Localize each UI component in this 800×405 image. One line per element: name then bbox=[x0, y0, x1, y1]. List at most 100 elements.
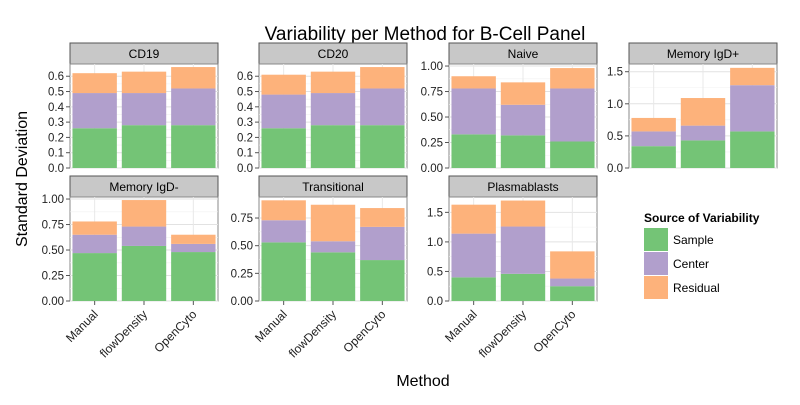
strip-label-memory-igd: Memory IgD+ bbox=[667, 47, 739, 61]
bar-memory-igd-flowdensity-center bbox=[121, 226, 167, 246]
x-tick-label: flowDensity bbox=[286, 307, 339, 360]
strip-label-memory-igd: Memory IgD- bbox=[109, 180, 178, 194]
bar-memory-igd-manual-center bbox=[631, 131, 676, 147]
panel-memory-igd: Memory IgD- 0.00 0.25 0.50 0.75 1.00 Manualflo… bbox=[42, 175, 219, 361]
bar-memory-igd-opencyto-sample bbox=[171, 252, 216, 301]
y-tick-label: 1.0 bbox=[427, 237, 443, 249]
panels-layer: CD19 0.0 0.1 0.2 0.3 0.4 0.5 0.6 CD20 0.0 0.1 0.2 0.… bbox=[42, 42, 778, 361]
bar-memory-igd-opencyto-center bbox=[730, 85, 775, 132]
panel-naive: Naive 0.00 0.25 0.50 0.75 1.00 bbox=[421, 42, 598, 175]
panel-cd20: CD20 0.0 0.1 0.2 0.3 0.4 0.5 0.6 bbox=[237, 42, 408, 175]
y-tick-label: 0.50 bbox=[42, 245, 64, 257]
x-tick-label: Manual bbox=[63, 307, 101, 345]
y-tick-label: 0.75 bbox=[421, 87, 443, 99]
bar-naive-opencyto-center bbox=[550, 88, 595, 142]
y-tick-label: 0.6 bbox=[237, 71, 253, 83]
bar-cd20-manual-center bbox=[261, 94, 306, 129]
y-tick-label: 0.00 bbox=[231, 296, 253, 308]
bar-cd19-flowdensity-sample bbox=[121, 125, 167, 168]
bar-cd19-manual-center bbox=[72, 93, 117, 129]
y-tick-label: 0.5 bbox=[48, 87, 64, 99]
bar-transitional-manual-sample bbox=[261, 242, 306, 301]
bar-cd19-opencyto-residual bbox=[171, 67, 216, 89]
bar-cd19-flowdensity-residual bbox=[121, 71, 167, 94]
bar-cd19-manual-sample bbox=[72, 128, 117, 168]
y-tick-label: 0.50 bbox=[231, 241, 253, 253]
y-tick-label: 0.0 bbox=[427, 296, 443, 308]
bar-cd20-opencyto-center bbox=[360, 88, 405, 126]
y-tick-label: 0.25 bbox=[231, 268, 253, 280]
bar-transitional-flowdensity-sample bbox=[310, 252, 356, 301]
bar-memory-igd-manual-residual bbox=[631, 117, 676, 132]
strip-label-cd19: CD19 bbox=[129, 47, 160, 61]
strip-label-naive: Naive bbox=[508, 47, 539, 61]
y-tick-label: 0.00 bbox=[421, 163, 443, 175]
panel-plasmablasts: Plasmablasts 0.0 0.5 1.0 1.5 ManualflowDensit… bbox=[427, 175, 598, 361]
chart-title: Variability per Method for B-Cell Panel bbox=[265, 24, 586, 45]
bar-naive-manual-residual bbox=[451, 76, 496, 89]
y-tick-label: 0.2 bbox=[48, 132, 64, 144]
bar-memory-igd-flowdensity-center bbox=[680, 125, 726, 141]
bar-plasmablasts-flowdensity-sample bbox=[500, 273, 546, 301]
bar-memory-igd-opencyto-residual bbox=[171, 234, 216, 244]
bar-cd20-manual-sample bbox=[261, 128, 306, 168]
bar-transitional-manual-center bbox=[261, 220, 306, 243]
y-tick-label: 0.6 bbox=[48, 71, 64, 83]
y-tick-label: 0.0 bbox=[607, 163, 623, 175]
bar-memory-igd-manual-sample bbox=[631, 146, 676, 168]
bar-naive-opencyto-sample bbox=[550, 141, 595, 168]
y-tick-label: 0.25 bbox=[421, 138, 443, 150]
bar-memory-igd-manual-center bbox=[72, 234, 117, 254]
x-axis-label: Method bbox=[396, 373, 449, 390]
strip-label-cd20: CD20 bbox=[318, 47, 349, 61]
bar-naive-flowdensity-sample bbox=[500, 135, 546, 168]
y-tick-label: 0.00 bbox=[42, 296, 64, 308]
y-axis-label: Standard Deviation bbox=[14, 111, 31, 247]
bar-naive-opencyto-residual bbox=[550, 68, 595, 89]
panel-memory-igd: Memory IgD+ 0.0 0.5 1.0 1.5 bbox=[607, 42, 778, 175]
y-tick-label: 1.0 bbox=[607, 99, 623, 111]
y-tick-label: 0.4 bbox=[237, 102, 254, 114]
panel-transitional: Transitional 0.00 0.25 0.50 0.75 ManualflowDe… bbox=[231, 175, 408, 361]
bar-transitional-flowdensity-center bbox=[310, 241, 356, 253]
bar-naive-flowdensity-center bbox=[500, 104, 546, 136]
y-tick-label: 0.2 bbox=[237, 132, 253, 144]
bar-transitional-opencyto-center bbox=[360, 226, 405, 261]
bar-plasmablasts-opencyto-residual bbox=[550, 251, 595, 279]
bar-memory-igd-opencyto-residual bbox=[730, 67, 775, 86]
legend-swatch-center bbox=[644, 252, 668, 275]
legend-label-sample: Sample bbox=[673, 233, 714, 247]
bar-transitional-opencyto-residual bbox=[360, 208, 405, 227]
bar-plasmablasts-flowdensity-center bbox=[500, 226, 546, 274]
bar-plasmablasts-manual-center bbox=[451, 233, 496, 278]
bar-memory-igd-flowdensity-sample bbox=[680, 140, 726, 168]
bar-memory-igd-manual-residual bbox=[72, 221, 117, 235]
legend-title: Source of Variability bbox=[644, 211, 760, 225]
y-tick-label: 0.0 bbox=[237, 163, 253, 175]
bar-naive-flowdensity-residual bbox=[500, 82, 546, 105]
strip-label-plasmablasts: Plasmablasts bbox=[487, 180, 558, 194]
y-tick-label: 0.1 bbox=[48, 148, 64, 160]
y-tick-label: 0.50 bbox=[421, 112, 443, 124]
bar-plasmablasts-opencyto-sample bbox=[550, 286, 595, 301]
bar-naive-manual-sample bbox=[451, 134, 496, 168]
strip-label-transitional: Transitional bbox=[302, 180, 364, 194]
y-tick-label: 0.75 bbox=[231, 213, 253, 225]
x-tick-label: OpenCyto bbox=[340, 307, 388, 355]
bar-cd19-opencyto-sample bbox=[171, 125, 216, 168]
panel-cd19: CD19 0.0 0.1 0.2 0.3 0.4 0.5 0.6 bbox=[48, 42, 219, 175]
bar-cd20-flowdensity-residual bbox=[310, 71, 356, 94]
y-tick-label: 1.5 bbox=[607, 67, 623, 79]
bar-cd20-opencyto-residual bbox=[360, 67, 405, 89]
bar-cd19-flowdensity-center bbox=[121, 93, 167, 126]
bar-cd19-manual-residual bbox=[72, 73, 117, 94]
legend: Source of Variability Sample Center Residu… bbox=[644, 211, 760, 299]
y-tick-label: 1.5 bbox=[427, 207, 443, 219]
y-tick-label: 1.00 bbox=[421, 61, 443, 73]
bar-cd20-flowdensity-sample bbox=[310, 125, 356, 168]
bar-cd20-flowdensity-center bbox=[310, 93, 356, 126]
y-tick-label: 0.0 bbox=[48, 163, 64, 175]
y-tick-label: 0.3 bbox=[48, 117, 64, 129]
